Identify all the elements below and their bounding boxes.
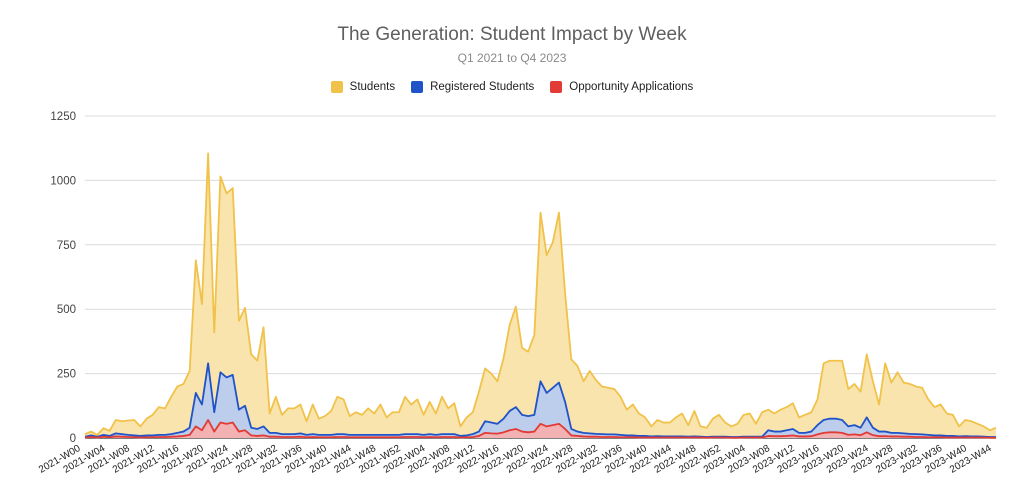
- line-registered-students: [84, 362, 996, 438]
- area-students: [85, 153, 996, 438]
- line-opportunity-applications: [84, 419, 996, 439]
- y-tick-label-250: 250: [57, 369, 76, 381]
- y-tick-label-1250: 1250: [50, 111, 76, 123]
- legend-item-opportunity-applications[interactable]: Opportunity Applications: [550, 81, 693, 93]
- y-tick-label-500: 500: [57, 304, 76, 316]
- legend-item-students[interactable]: Students: [330, 81, 396, 93]
- area-registered-students: [85, 363, 996, 438]
- legend-label-students: Students: [349, 81, 396, 93]
- y-tick-label-1000: 1000: [50, 175, 76, 187]
- legend-label-registered-students: Registered Students: [430, 81, 535, 93]
- chart-legend: Students Registered Students Opportunity…: [0, 81, 1024, 93]
- y-tick-label-0: 0: [70, 433, 76, 445]
- legend-label-opportunity-applications: Opportunity Applications: [569, 81, 694, 93]
- legend-swatch-students: [330, 81, 343, 93]
- legend-item-registered-students[interactable]: Registered Students: [411, 81, 534, 93]
- legend-swatch-registered-students: [411, 81, 424, 93]
- legend-swatch-opportunity-applications: [550, 81, 563, 93]
- chart-title: The Generation: Student Impact by Week: [337, 24, 687, 45]
- y-tick-label-750: 750: [57, 240, 76, 252]
- area-opportunity-applications: [85, 419, 996, 438]
- line-students: [84, 152, 997, 436]
- chart-subtitle: Q1 2021 to Q4 2023: [457, 51, 567, 65]
